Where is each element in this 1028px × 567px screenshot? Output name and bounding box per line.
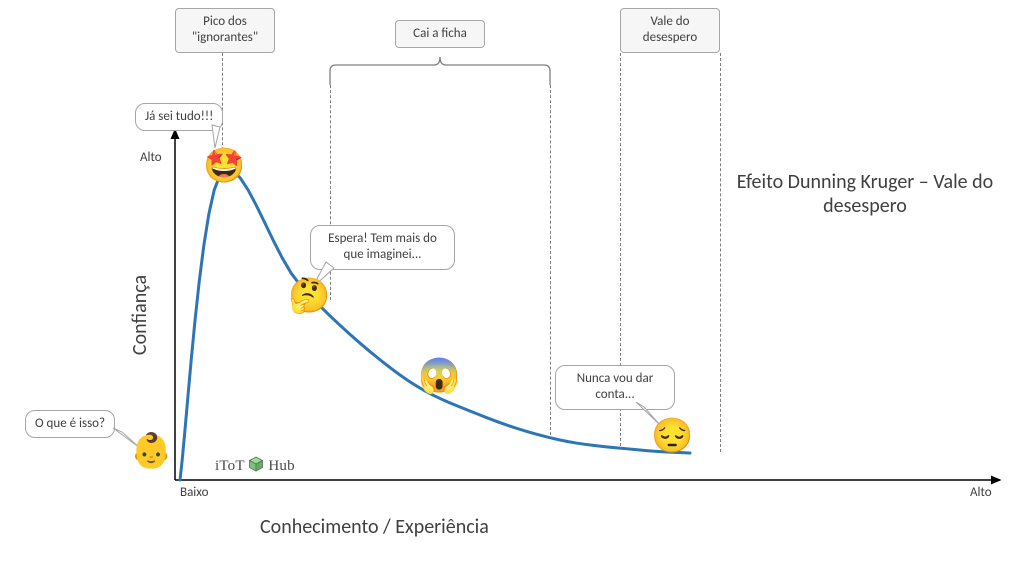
emoji-star: 🤩 xyxy=(203,150,245,184)
ficha-bracket xyxy=(330,57,550,85)
speech-never: Nunca vou dar conta... xyxy=(555,365,675,410)
cube-icon xyxy=(248,456,264,477)
header-ficha: Cai a ficha xyxy=(395,20,485,48)
dashline-ficha-r xyxy=(550,85,551,435)
emoji-sad: 😔 xyxy=(651,420,693,454)
xtick-high: Alto xyxy=(970,485,992,500)
xtick-low: Baixo xyxy=(180,485,208,500)
speech-top: Já sei tudo!!! xyxy=(135,103,223,131)
y-axis-label: Confiança xyxy=(128,274,152,354)
brand-right: Hub xyxy=(268,458,294,474)
header-valley: Vale do desespero xyxy=(620,8,720,53)
emoji-think: 🤔 xyxy=(288,280,330,314)
ytick-high: Alto xyxy=(140,150,162,165)
dashline-valley-r xyxy=(720,53,721,452)
speech-think: Espera! Tem mais do que imaginei... xyxy=(310,225,455,270)
brand-left: iToT xyxy=(215,458,244,474)
speech-start: O que é isso? xyxy=(25,410,115,438)
x-axis-label: Conhecimento / Experiência xyxy=(260,515,489,539)
dunning-kruger-curve xyxy=(180,169,690,480)
chart-title: Efeito Dunning Kruger – Vale do desesper… xyxy=(735,170,995,218)
brand-logo: iToT Hub xyxy=(215,456,295,477)
header-peak: Pico dos "ignorantes" xyxy=(175,8,275,53)
emoji-scream: 😱 xyxy=(418,360,460,394)
emoji-baby: 👶 xyxy=(130,435,172,469)
chart-svg xyxy=(0,0,1028,567)
